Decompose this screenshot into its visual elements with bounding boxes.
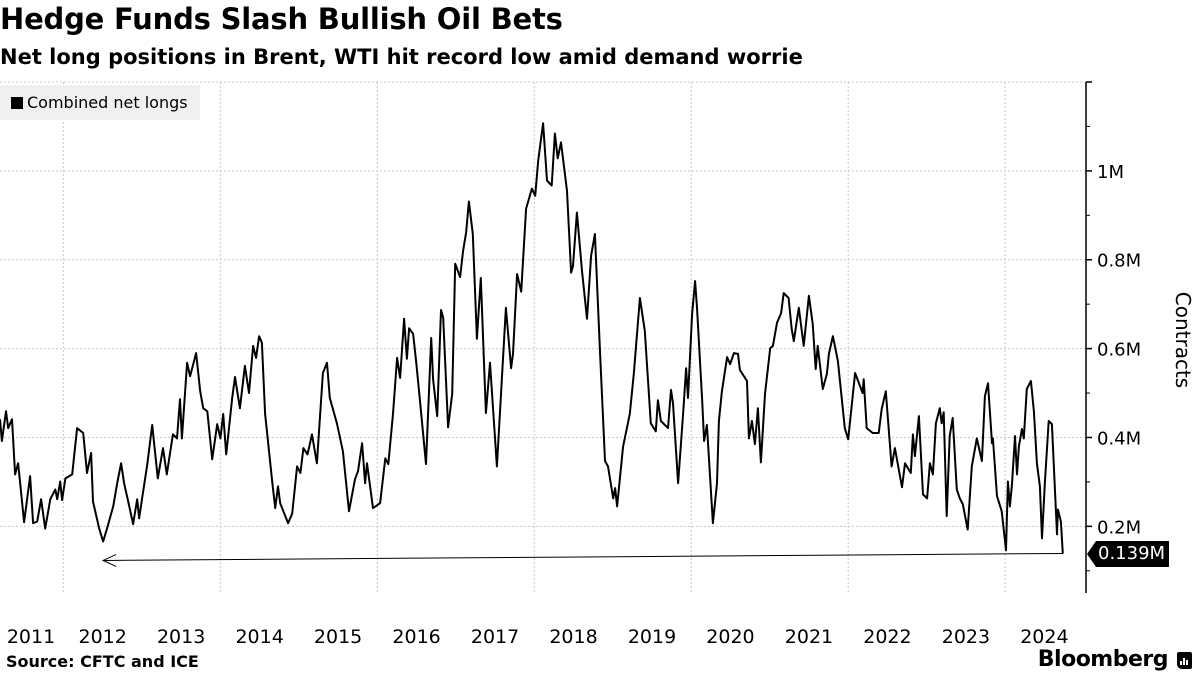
- y-tick-label: 0.2M: [1097, 517, 1141, 538]
- x-tick-label: 2021: [785, 626, 833, 648]
- x-tick-label: 2019: [628, 626, 676, 648]
- gridlines: [0, 81, 1086, 593]
- y-tick-label: 0.6M: [1097, 340, 1141, 361]
- chart-subtitle: Net long positions in Brent, WTI hit rec…: [0, 45, 803, 69]
- x-tick-label: 2012: [78, 626, 126, 648]
- x-tick-label: 2011: [7, 626, 55, 648]
- series-group: [0, 122, 1064, 554]
- bloomberg-chart-icon: [1177, 652, 1192, 669]
- y-axis: 0.2M 0.4M 0.6M 0.8M 1M: [1085, 81, 1141, 593]
- last-value-label: 0.139M: [1086, 541, 1170, 567]
- legend-label: Combined net longs: [27, 93, 188, 112]
- x-tick-label: 2013: [157, 626, 205, 648]
- x-tick-label: 2022: [863, 626, 911, 648]
- x-tick-label: 2020: [706, 626, 754, 648]
- x-tick-label: 2024: [1020, 626, 1068, 648]
- x-tick-label: 2016: [392, 626, 440, 648]
- x-tick-label: 2014: [235, 626, 283, 648]
- y-axis-title: Contracts: [1171, 292, 1195, 388]
- x-axis-labels: 2011 2012 2013 2014 2015 2016 2017 2018 2019 2020…: [7, 626, 1069, 648]
- legend: Combined net longs: [0, 85, 200, 120]
- chart-title: Hedge Funds Slash Bullish Oil Bets: [0, 2, 563, 36]
- bloomberg-logo: Bloomberg: [1037, 647, 1169, 672]
- y-tick-label: 1M: [1097, 162, 1124, 183]
- x-tick-label: 2023: [942, 626, 990, 648]
- arrow-head-icon: [101, 553, 117, 567]
- x-tick-label: 2018: [549, 626, 597, 648]
- y-tick-label: 0.8M: [1097, 251, 1141, 272]
- x-tick-label: 2017: [471, 626, 519, 648]
- series-line: [0, 122, 1064, 554]
- x-tick-label: 2015: [314, 626, 362, 648]
- y-tick-label: 0.4M: [1097, 428, 1141, 449]
- legend-swatch-icon: [11, 96, 23, 109]
- annotation-arrow: [101, 552, 1064, 567]
- arrow-shaft: [103, 552, 1063, 561]
- source-note: Source: CFTC and ICE: [6, 652, 199, 671]
